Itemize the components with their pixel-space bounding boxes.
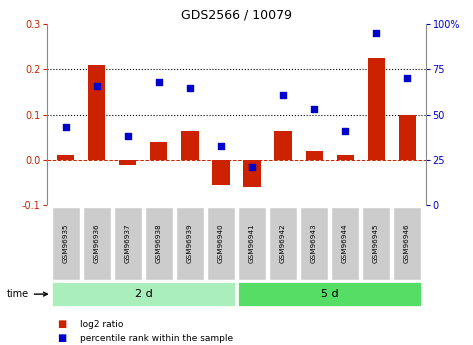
FancyBboxPatch shape	[300, 207, 328, 280]
FancyBboxPatch shape	[175, 207, 204, 280]
Text: 2 d: 2 d	[135, 289, 152, 299]
Text: GSM96937: GSM96937	[125, 224, 131, 263]
Bar	[88, 65, 105, 160]
Point	[93, 83, 101, 89]
Text: GSM96942: GSM96942	[280, 224, 286, 263]
FancyBboxPatch shape	[114, 207, 142, 280]
Point	[124, 134, 131, 139]
Text: GSM96939: GSM96939	[187, 224, 193, 263]
Point	[186, 85, 194, 90]
Bar	[274, 130, 291, 160]
Text: ■: ■	[57, 333, 66, 343]
FancyBboxPatch shape	[393, 207, 421, 280]
Text: time: time	[7, 289, 47, 299]
Bar	[306, 151, 323, 160]
FancyBboxPatch shape	[331, 207, 359, 280]
Bar	[57, 156, 74, 160]
FancyBboxPatch shape	[207, 207, 235, 280]
Text: percentile rank within the sample: percentile rank within the sample	[80, 334, 234, 343]
FancyBboxPatch shape	[362, 207, 390, 280]
Point	[279, 92, 287, 98]
Text: 5 d: 5 d	[321, 289, 338, 299]
Bar	[336, 156, 354, 160]
Text: GSM96944: GSM96944	[342, 224, 348, 263]
Point	[62, 125, 70, 130]
Point	[342, 128, 349, 134]
Bar	[244, 160, 261, 187]
Point	[372, 30, 380, 36]
Text: log2 ratio: log2 ratio	[80, 320, 124, 329]
Text: GSM96940: GSM96940	[218, 224, 224, 263]
Bar	[238, 283, 421, 306]
Point	[155, 79, 163, 85]
Point	[403, 76, 411, 81]
FancyBboxPatch shape	[269, 207, 298, 280]
Bar	[212, 160, 229, 185]
Bar	[150, 142, 167, 160]
Text: GSM96945: GSM96945	[373, 224, 379, 263]
Text: ■: ■	[57, 319, 66, 329]
Bar	[52, 283, 235, 306]
Point	[248, 165, 256, 170]
Text: GSM96943: GSM96943	[311, 224, 317, 263]
FancyBboxPatch shape	[52, 207, 80, 280]
Text: GSM96935: GSM96935	[63, 224, 69, 263]
Point	[310, 107, 318, 112]
Text: GSM96946: GSM96946	[404, 224, 410, 263]
Title: GDS2566 / 10079: GDS2566 / 10079	[181, 9, 292, 22]
Bar	[182, 130, 199, 160]
FancyBboxPatch shape	[83, 207, 111, 280]
Bar	[399, 115, 416, 160]
Bar	[368, 58, 385, 160]
FancyBboxPatch shape	[145, 207, 173, 280]
Text: GSM96941: GSM96941	[249, 224, 255, 263]
Bar	[119, 160, 137, 165]
Text: GSM96938: GSM96938	[156, 224, 162, 263]
Point	[217, 143, 225, 148]
FancyBboxPatch shape	[238, 207, 266, 280]
Text: GSM96936: GSM96936	[94, 224, 100, 263]
